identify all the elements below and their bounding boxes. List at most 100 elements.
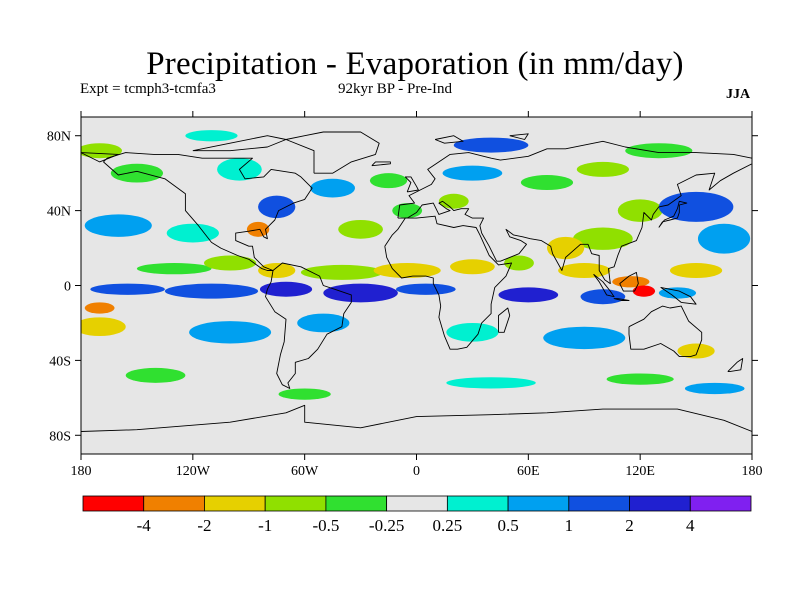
anomaly-patch (697, 223, 751, 254)
coastline (434, 135, 464, 144)
anomaly-patch (617, 199, 663, 222)
colorbar-swatch (325, 495, 388, 512)
colorbar: -4 -2 -1 -0.5 -0.25 0.25 0.5 1 2 4 (82, 495, 752, 535)
anomaly-patch (84, 214, 152, 237)
anomaly-patch (90, 283, 165, 295)
anomaly-patch (438, 193, 469, 209)
coastline (619, 271, 639, 292)
anomaly-patch (442, 165, 503, 181)
coastline (509, 133, 529, 140)
coastline (628, 305, 703, 358)
y-tick-label: 80N (47, 130, 71, 145)
anomaly-patch (81, 317, 126, 337)
anomaly-patch (136, 263, 212, 275)
x-tick-label: 60E (517, 464, 540, 479)
colorbar-label: 1 (565, 516, 574, 535)
coastline (384, 215, 513, 350)
x-axis: 180 120W 60W 0 60E 120E 180 (71, 111, 763, 479)
anomaly-patch (84, 302, 115, 314)
colorbar-swatch (386, 495, 448, 512)
anomaly-patch (498, 287, 559, 303)
coastline (658, 200, 688, 228)
anomaly-patch (684, 382, 745, 395)
coastline (613, 298, 630, 301)
anomaly-patch (658, 287, 697, 299)
anomaly-patch (446, 322, 499, 342)
colorbar-swatch (629, 495, 691, 512)
anomaly-patch (310, 178, 355, 198)
coastline (397, 140, 752, 285)
anomaly-patch (558, 263, 611, 279)
anomaly-patch (504, 255, 534, 271)
colorbar-swatch (204, 495, 266, 512)
anomaly-patch (125, 367, 186, 383)
anomaly-patch (166, 223, 219, 243)
colorbar-swatch (568, 495, 630, 512)
colorbar-swatch (507, 495, 570, 512)
x-tick-label: 180 (71, 464, 92, 479)
anomaly-patch (164, 283, 259, 299)
anomaly-patch (300, 264, 383, 280)
anomaly-patch (110, 163, 164, 183)
coastline (285, 131, 380, 174)
colorbar-label: 0.5 (497, 516, 518, 535)
anomaly-patch (520, 175, 574, 191)
anomaly-patch (625, 143, 693, 159)
anomaly-patch (278, 388, 331, 400)
anomaly-patch (546, 236, 585, 260)
coastline (498, 307, 511, 333)
anomaly-patch (189, 321, 272, 344)
coastline (192, 135, 287, 152)
coastline (265, 262, 352, 389)
colorbar-swatch (264, 495, 327, 512)
anomaly-patch (185, 130, 238, 142)
colorbar-swatch (143, 495, 205, 512)
anomaly-patch (658, 191, 734, 222)
anomaly-patch (580, 289, 626, 305)
y-axis: 80N 40N 0 40S 80S (47, 130, 758, 444)
anomaly-patch (258, 195, 296, 219)
colorbar-label: -2 (197, 516, 211, 535)
map-area (81, 117, 752, 454)
coastlines (81, 131, 752, 432)
anomaly-patch (259, 281, 313, 297)
coastline (371, 161, 391, 167)
x-tick-label: 180 (742, 464, 763, 479)
colorbar-swatch (689, 495, 752, 512)
y-tick-label: 0 (64, 280, 71, 295)
coastline (81, 404, 752, 432)
anomaly-patch (453, 137, 529, 153)
colorbar-swatch (446, 495, 509, 512)
chart-title: Precipitation - Evaporation (in mm/day) (146, 46, 684, 82)
anomaly-patch (612, 276, 650, 288)
anomaly-patch (606, 373, 674, 385)
y-tick-label: 40S (49, 354, 71, 369)
anomaly-patch (323, 283, 398, 303)
anomaly-patch (632, 285, 656, 297)
anomaly-patch (369, 173, 408, 189)
anomaly-patch (669, 263, 723, 279)
anomaly-patch (450, 259, 495, 275)
colorbar-label: -4 (137, 516, 152, 535)
anomaly-patch (297, 313, 350, 333)
colorbar-label: 4 (686, 516, 695, 535)
period-label: 92kyr BP - Pre-Ind (338, 81, 453, 97)
colorbar-label: 2 (625, 516, 634, 535)
x-tick-label: 60W (291, 464, 319, 479)
x-tick-label: 120E (625, 464, 655, 479)
x-tick-label: 120W (176, 464, 211, 479)
colorbar-label: 0.25 (432, 516, 462, 535)
coastline (81, 152, 119, 163)
colorbar-swatch (82, 495, 145, 512)
anomaly-patch (397, 251, 436, 264)
season-label: JJA (726, 87, 751, 102)
coastline (727, 358, 744, 373)
coastline (404, 176, 419, 193)
anomaly-patch (543, 326, 626, 350)
colorbar-label: -0.5 (312, 516, 339, 535)
anomaly-patch (446, 377, 536, 389)
anomaly-patch (204, 255, 257, 271)
anomaly-field (81, 130, 751, 400)
colorbar-label: -0.25 (369, 516, 404, 535)
